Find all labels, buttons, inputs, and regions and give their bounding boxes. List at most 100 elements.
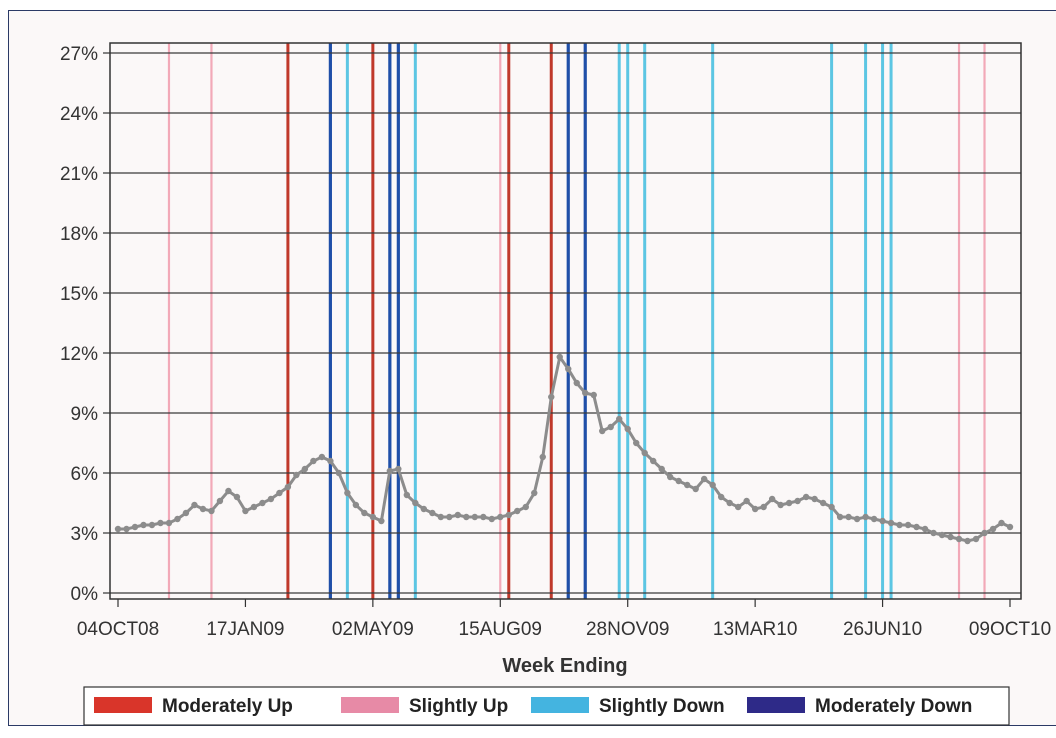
axes-layer: 0% 3% 6% 9% 12% 15% 18% 21% 24% 27% 04OCT08 17JAN09… <box>60 42 1051 640</box>
data-point <box>284 483 292 491</box>
data-point <box>165 519 173 527</box>
x-tick-label: 28NOV09 <box>586 619 669 640</box>
data-point <box>675 477 682 485</box>
x-tick-label: 13MAR10 <box>713 619 798 640</box>
data-point <box>191 501 198 509</box>
x-axis-label: Week Ending <box>502 655 627 677</box>
x-tick-label: 09OCT10 <box>969 619 1051 640</box>
data-point <box>565 365 572 373</box>
data-point <box>310 457 317 465</box>
series-layer <box>114 353 1014 545</box>
y-tick-label: 24% <box>60 104 98 125</box>
data-point <box>505 511 512 519</box>
data-point <box>845 513 852 521</box>
data-point <box>463 513 470 521</box>
data-point <box>378 517 385 525</box>
data-point <box>700 475 708 483</box>
data-point <box>938 531 946 539</box>
data-point <box>548 393 555 401</box>
legend-label: Moderately Down <box>815 696 972 717</box>
data-point <box>743 497 750 505</box>
data-point <box>318 453 326 461</box>
data-point <box>233 493 241 501</box>
legend-swatch <box>94 697 152 713</box>
data-point <box>267 495 275 503</box>
data-point <box>182 509 190 517</box>
y-tick-label: 27% <box>60 44 98 65</box>
data-point <box>904 521 912 529</box>
y-tick-label: 3% <box>71 524 99 545</box>
legend-label: Slightly Down <box>599 696 725 717</box>
data-point <box>853 515 861 523</box>
data-point <box>717 493 725 501</box>
data-point <box>947 533 954 541</box>
data-point <box>955 535 963 543</box>
data-point <box>412 499 419 507</box>
data-point <box>641 449 648 457</box>
data-point <box>344 489 351 497</box>
grid-layer <box>110 52 1021 594</box>
data-point <box>488 515 495 523</box>
data-point <box>998 519 1005 527</box>
data-point <box>921 525 929 533</box>
data-point <box>650 457 657 465</box>
x-tick-label: 17JAN09 <box>206 619 284 640</box>
y-tick-label: 9% <box>71 404 99 425</box>
data-point <box>259 499 266 507</box>
data-point <box>1006 523 1014 531</box>
data-point <box>734 503 742 511</box>
data-point <box>633 439 640 447</box>
legend-swatch <box>747 697 805 713</box>
x-tick-label: 02MAY09 <box>332 619 414 640</box>
data-point <box>437 513 445 521</box>
plot-area <box>110 43 1021 599</box>
data-point <box>420 505 428 513</box>
legend-label: Moderately Up <box>162 696 293 717</box>
data-point <box>301 465 309 473</box>
y-tick-label: 15% <box>60 284 98 305</box>
data-point <box>599 427 606 435</box>
x-tick-label: 15AUG09 <box>459 619 542 640</box>
data-point <box>293 471 300 479</box>
data-point <box>556 353 563 361</box>
x-tick-label: 04OCT08 <box>77 619 159 640</box>
data-point <box>429 509 436 517</box>
y-tick-label: 21% <box>60 164 98 185</box>
data-point <box>471 513 478 521</box>
data-point <box>369 513 377 521</box>
legend: Moderately Up Slightly Up Slightly Down Mod… <box>83 686 1010 726</box>
data-point <box>930 529 937 537</box>
data-point <box>250 503 258 511</box>
legend-label: Slightly Up <box>409 696 508 717</box>
data-point <box>395 465 402 473</box>
y-tick-label: 18% <box>60 224 98 245</box>
data-point <box>522 503 529 511</box>
y-tick-label: 12% <box>60 344 98 365</box>
data-point <box>709 481 716 489</box>
data-point <box>607 423 614 431</box>
data-point <box>862 513 869 521</box>
data-point <box>123 525 130 533</box>
data-point <box>811 495 818 503</box>
data-point <box>666 473 674 481</box>
data-point <box>157 519 164 527</box>
data-point <box>751 505 759 513</box>
data-point <box>590 391 597 399</box>
data-point <box>480 513 487 521</box>
data-point <box>981 529 988 537</box>
data-point <box>403 491 411 499</box>
y-tick-label: 0% <box>71 584 99 605</box>
data-point <box>335 469 343 477</box>
data-point <box>327 457 334 465</box>
data-point <box>785 499 793 507</box>
data-point <box>870 515 878 523</box>
data-point <box>352 501 360 509</box>
data-point <box>514 507 521 515</box>
data-point <box>497 513 504 521</box>
data-point <box>879 517 886 525</box>
data-point <box>454 511 462 519</box>
data-point <box>760 503 767 511</box>
data-point <box>199 505 207 513</box>
data-point <box>802 493 810 501</box>
plot-border <box>109 42 1022 600</box>
